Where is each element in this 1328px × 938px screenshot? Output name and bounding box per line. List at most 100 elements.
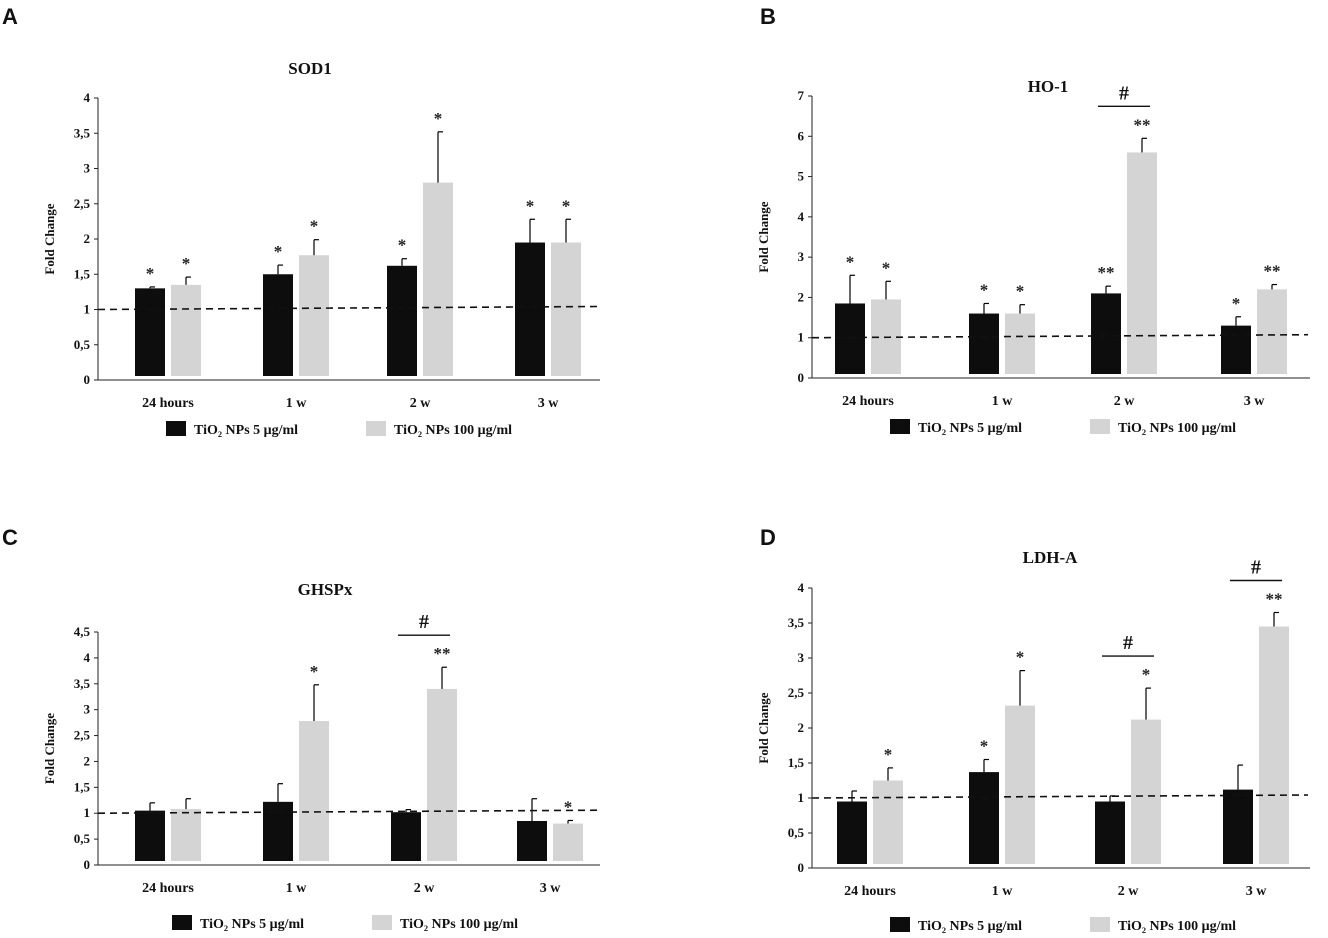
legend-swatch	[1090, 917, 1110, 932]
legend-swatch	[366, 421, 386, 436]
y-tick-label: 1,5	[788, 755, 805, 770]
bar	[423, 182, 453, 376]
y-tick-label: 3	[84, 702, 91, 717]
y-tick-label: 4	[798, 580, 805, 595]
y-tick-label: 2	[84, 753, 91, 768]
bar	[1127, 152, 1157, 374]
bar	[1091, 293, 1121, 374]
bar	[171, 809, 201, 861]
x-category-label: 2 w	[1114, 394, 1136, 409]
significance-label: *	[882, 258, 891, 277]
significance-label: *	[1016, 648, 1025, 667]
significance-label: *	[146, 264, 155, 283]
y-tick-label: 7	[798, 88, 805, 103]
significance-label: *	[980, 280, 989, 299]
y-tick-label: 1	[798, 330, 805, 345]
y-tick-label: 1,5	[74, 779, 91, 794]
y-tick-label: 4	[84, 650, 91, 665]
bar	[969, 772, 999, 864]
bar	[551, 242, 581, 376]
y-tick-label: 3	[84, 161, 91, 176]
significance-label: *	[564, 797, 573, 816]
x-category-label: 24 hours	[142, 881, 194, 896]
y-tick-label: 0	[84, 857, 91, 872]
legend-swatch	[172, 915, 192, 930]
bar	[135, 288, 165, 376]
bar	[135, 810, 165, 861]
bar	[263, 801, 293, 861]
y-tick-label: 2	[798, 720, 805, 735]
significance-label: *	[980, 737, 989, 756]
y-tick-label: 4	[798, 209, 805, 224]
baseline-dashed-line	[811, 333, 1309, 339]
legend: TiO₂ NPs 5 μg/ml TiO₂ NPs 100 μg/ml	[890, 419, 1236, 436]
chart-title: HO-1	[1028, 77, 1069, 96]
bar	[1257, 289, 1287, 374]
x-category-label: 1 w	[286, 396, 308, 411]
bar	[1005, 705, 1035, 864]
legend-label: TiO₂ NPs 100 μg/ml	[1118, 421, 1236, 436]
significance-label: **	[434, 644, 451, 663]
bar	[517, 820, 547, 861]
legend-swatch	[890, 419, 910, 434]
x-category-label: 2 w	[414, 881, 436, 896]
significance-label: *	[434, 109, 443, 128]
legend-label: TiO₂ NPs 5 μg/ml	[918, 919, 1022, 934]
x-category-label: 1 w	[286, 881, 308, 896]
legend-swatch	[1090, 419, 1110, 434]
comparison-bracket-label: #	[1123, 632, 1133, 654]
y-tick-label: 5	[798, 169, 805, 184]
significance-label: *	[1142, 665, 1151, 684]
y-tick-label: 4	[84, 90, 91, 105]
x-category-label: 3 w	[1244, 394, 1266, 409]
x-category-label: 24 hours	[844, 884, 896, 899]
significance-label: *	[182, 254, 191, 273]
y-tick-label: 3	[798, 249, 805, 264]
bar	[1223, 789, 1253, 864]
significance-label: *	[310, 217, 319, 236]
significance-label: *	[1232, 294, 1241, 313]
significance-label: *	[846, 252, 855, 271]
significance-label: *	[884, 745, 893, 764]
y-tick-label: 0,5	[74, 337, 91, 352]
bar	[391, 812, 421, 861]
x-category-label: 24 hours	[142, 396, 194, 411]
x-category-label: 3 w	[538, 396, 560, 411]
x-category-label: 24 hours	[842, 394, 894, 409]
y-tick-label: 2	[798, 289, 805, 304]
chart-title: LDH-A	[1023, 548, 1079, 567]
y-tick-label: 0	[84, 372, 91, 387]
comparison-bracket-label: #	[1119, 82, 1129, 104]
bar	[299, 721, 329, 861]
legend: TiO₂ NPs 5 μg/ml TiO₂ NPs 100 μg/ml	[166, 421, 512, 438]
y-tick-label: 2,5	[74, 196, 91, 211]
x-category-label: 2 w	[410, 396, 432, 411]
legend: TiO₂ NPs 5 μg/ml TiO₂ NPs 100 μg/ml	[890, 917, 1236, 934]
legend-label: TiO₂ NPs 100 μg/ml	[400, 917, 518, 932]
y-tick-label: 1	[84, 302, 91, 317]
chart-panel-c: C GHSPx 0 0,5 1 1,5 2 2,5 3 3,5 4 4,5 Fold Change 24 …	[2, 525, 600, 932]
bar	[299, 255, 329, 376]
legend-label: TiO₂ NPs 5 μg/ml	[194, 423, 298, 438]
bar	[835, 303, 865, 374]
legend-swatch	[890, 917, 910, 932]
significance-label: **	[1264, 262, 1281, 281]
bar	[387, 265, 417, 376]
y-tick-label: 4,5	[74, 624, 91, 639]
x-category-label: 3 w	[1246, 884, 1268, 899]
bar	[837, 801, 867, 864]
significance-label: *	[526, 196, 535, 215]
significance-label: **	[1266, 590, 1283, 609]
panel-letter: A	[2, 4, 18, 29]
x-category-label: 3 w	[540, 881, 562, 896]
y-tick-label: 0,5	[74, 831, 91, 846]
panel-letter: C	[2, 525, 18, 550]
bar	[515, 242, 545, 376]
bar	[1095, 801, 1125, 864]
x-category-label: 2 w	[1118, 884, 1140, 899]
legend-label: TiO₂ NPs 5 μg/ml	[918, 421, 1022, 436]
legend-label: TiO₂ NPs 100 μg/ml	[1118, 919, 1236, 934]
significance-label: *	[562, 196, 571, 215]
bar	[1005, 313, 1035, 374]
bar	[873, 780, 903, 864]
